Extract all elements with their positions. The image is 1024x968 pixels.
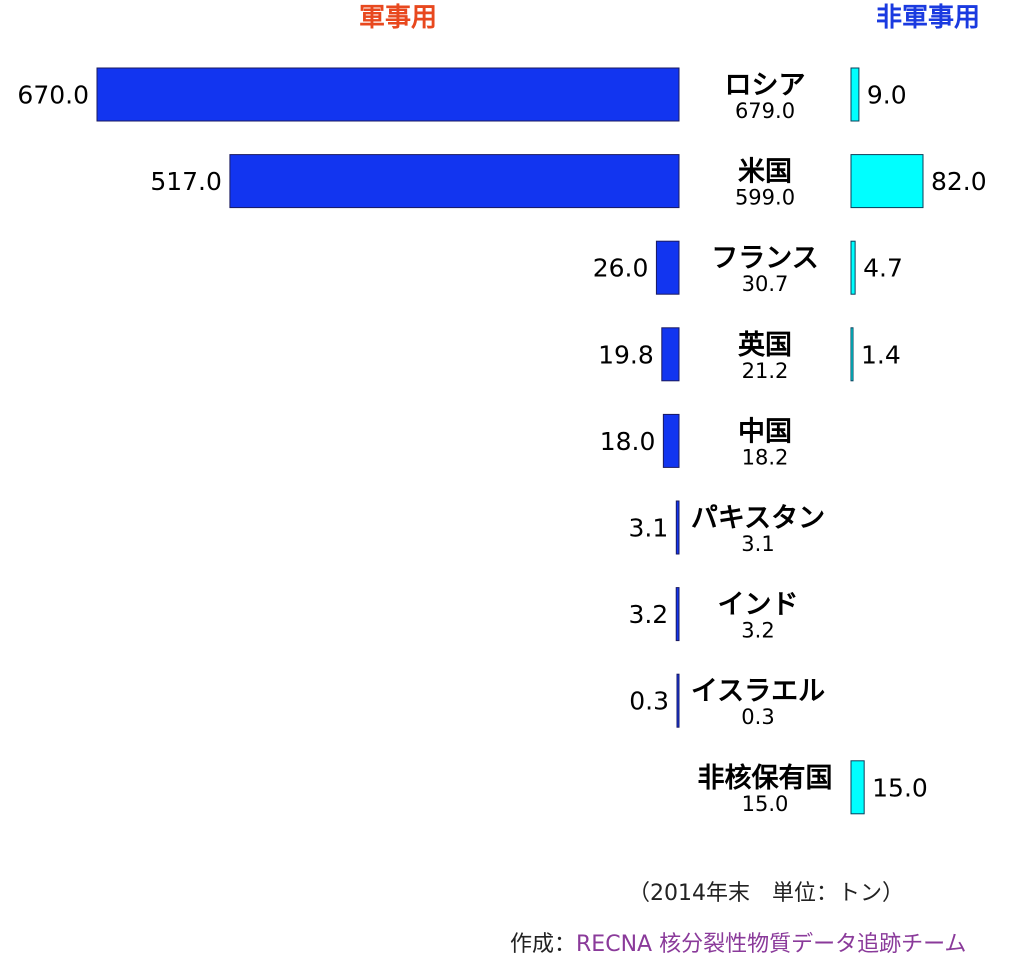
row-3-civil-bar <box>850 327 854 382</box>
row-3-civil-value: 1.4 <box>861 340 901 369</box>
row-2-military-bar <box>655 240 680 295</box>
row-5-military-bar <box>675 500 680 555</box>
credit: 作成：RECNA 核分裂性物質データ追跡チーム <box>510 926 966 958</box>
row-8-civil-value: 15.0 <box>872 773 928 802</box>
row-6-country-name: インド <box>718 590 799 621</box>
row-1-country-name: 米国 <box>738 157 792 188</box>
credit-prefix: 作成： <box>510 932 577 957</box>
row-2-country-name: フランス <box>711 243 818 274</box>
row-8-civil-bar <box>850 760 865 815</box>
row-4-military-value: 18.0 <box>600 427 656 456</box>
row-8-total: 15.0 <box>742 792 789 816</box>
row-5-country-name: パキスタン <box>691 503 825 534</box>
row-3-military-value: 19.8 <box>598 340 654 369</box>
row-0-military-bar <box>96 67 680 122</box>
row-2-civil-bar <box>850 240 856 295</box>
row-3-military-bar <box>661 327 680 382</box>
row-7-military-value: 0.3 <box>629 687 669 716</box>
row-1-military-bar <box>229 154 680 209</box>
unit-note: （2014年末 単位：トン） <box>628 881 904 906</box>
row-7-country-name: イスラエル <box>691 676 825 707</box>
credit-org: RECNA 核分裂性物質データ追跡チーム <box>576 932 967 957</box>
row-1-civil-value: 82.0 <box>931 167 987 196</box>
row-8-country-name: 非核保有国 <box>698 762 833 794</box>
row-0-civil-bar <box>850 67 860 122</box>
row-0-military-value: 670.0 <box>17 81 89 110</box>
row-4-country-name: 中国 <box>738 416 792 447</box>
row-5-military-value: 3.1 <box>629 514 669 543</box>
row-6-total: 3.2 <box>741 619 774 643</box>
military-header: 軍事用 <box>359 3 437 33</box>
row-3-country-name: 英国 <box>738 330 792 361</box>
row-2-civil-value: 4.7 <box>863 254 903 283</box>
row-6-military-bar <box>675 587 680 642</box>
row-1-civil-bar <box>850 154 924 209</box>
row-3-total: 21.2 <box>742 359 789 383</box>
row-7-military-bar <box>676 673 680 728</box>
row-6-military-value: 3.2 <box>628 600 668 629</box>
row-4-military-bar <box>662 413 680 468</box>
row-7-total: 0.3 <box>741 705 774 729</box>
row-4-total: 18.2 <box>742 445 789 469</box>
civil-header: 非軍事用 <box>876 3 980 33</box>
row-2-military-value: 26.0 <box>593 254 649 283</box>
row-1-military-value: 517.0 <box>150 167 222 196</box>
row-5-total: 3.1 <box>741 532 774 556</box>
row-0-civil-value: 9.0 <box>867 81 907 110</box>
row-2-total: 30.7 <box>742 272 789 296</box>
row-0-country-name: ロシア <box>725 70 806 101</box>
row-1-total: 599.0 <box>735 186 795 210</box>
row-0-total: 679.0 <box>735 99 795 123</box>
